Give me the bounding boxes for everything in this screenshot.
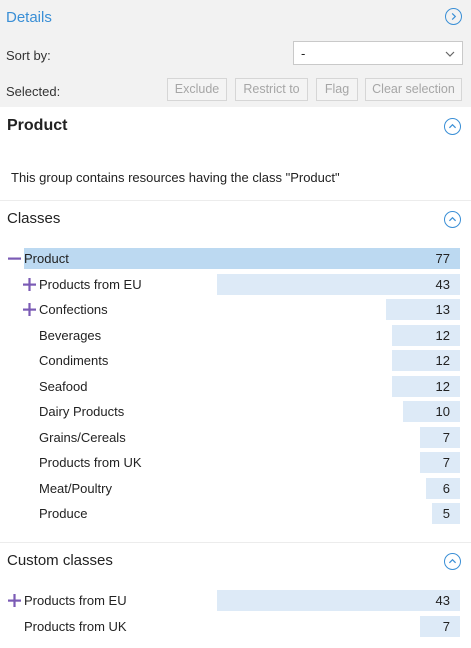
chevron-down-icon <box>445 51 455 57</box>
restrict-to-button[interactable]: Restrict to <box>235 78 308 101</box>
class-count: 6 <box>442 480 450 496</box>
flag-button[interactable]: Flag <box>316 78 358 101</box>
class-count: 5 <box>442 506 450 521</box>
class-count: 13 <box>435 302 450 317</box>
class-row[interactable]: Products from EU 43 <box>0 590 471 612</box>
collapse-product-icon[interactable] <box>444 118 461 135</box>
expand-plus-icon[interactable] <box>8 594 21 607</box>
class-count: 10 <box>435 404 450 419</box>
count-bar <box>392 324 460 346</box>
class-row[interactable]: Products from UK 7 <box>0 452 471 474</box>
count-bar <box>420 426 460 448</box>
class-count: 7 <box>442 619 450 634</box>
class-label: Grains/Cereals <box>39 429 126 445</box>
count-bar <box>403 401 460 422</box>
class-label: Product <box>24 251 69 266</box>
collapse-custom-classes-icon[interactable] <box>444 553 461 570</box>
class-row[interactable]: Confections 13 <box>0 299 471 321</box>
class-row[interactable]: Product 77 <box>0 248 471 270</box>
product-description: This group contains resources having the… <box>11 170 340 185</box>
class-label: Beverages <box>39 327 102 343</box>
class-label: Dairy Products <box>39 404 125 419</box>
class-row[interactable]: Products from UK 7 <box>0 616 471 638</box>
count-bar <box>386 299 460 320</box>
class-count: 7 <box>442 455 450 470</box>
classes-section-title: Classes <box>7 210 61 227</box>
class-label: Products from EU <box>39 276 142 292</box>
class-row[interactable]: Produce 5 <box>0 503 471 525</box>
count-bar <box>392 350 460 371</box>
details-title: Details <box>6 9 52 26</box>
selected-label: Selected: <box>6 84 61 99</box>
exclude-button[interactable]: Exclude <box>167 78 227 101</box>
count-bar <box>217 590 460 611</box>
sort-by-value: - <box>301 46 306 61</box>
section-divider <box>0 542 471 543</box>
class-label: Produce <box>39 506 88 521</box>
product-section-title: Product <box>7 117 68 134</box>
expand-plus-icon[interactable] <box>23 303 36 316</box>
details-header: Details Sort by: - Selected: Exclude Res… <box>0 0 471 107</box>
clear-selection-button[interactable]: Clear selection <box>365 78 462 101</box>
class-row[interactable]: Seafood 12 <box>0 375 471 398</box>
count-bar <box>420 616 460 637</box>
class-label: Confections <box>39 302 108 317</box>
class-label: Condiments <box>39 353 109 368</box>
class-row[interactable]: Dairy Products 10 <box>0 401 471 423</box>
sort-by-label: Sort by: <box>6 48 51 63</box>
class-label: Seafood <box>39 378 88 394</box>
class-count: 43 <box>435 276 450 292</box>
class-count: 12 <box>435 353 450 368</box>
sort-by-select[interactable]: - <box>293 41 463 65</box>
section-divider <box>0 200 471 201</box>
class-row[interactable]: Beverages 12 <box>0 324 471 347</box>
class-count: 7 <box>442 429 450 445</box>
class-row[interactable]: Condiments 12 <box>0 350 471 372</box>
count-bar <box>217 273 460 295</box>
collapse-minus-icon[interactable] <box>8 252 21 265</box>
count-bar <box>420 452 460 473</box>
class-row[interactable]: Meat/Poultry 6 <box>0 477 471 500</box>
count-bar <box>24 248 460 269</box>
chevron-right-icon[interactable] <box>445 8 462 25</box>
class-count: 77 <box>435 251 450 266</box>
class-label: Products from EU <box>24 593 127 608</box>
class-row[interactable]: Products from EU 43 <box>0 273 471 296</box>
count-bar <box>392 375 460 397</box>
count-bar <box>432 503 460 524</box>
count-bar <box>426 477 460 499</box>
class-label: Meat/Poultry <box>39 480 112 496</box>
class-label: Products from UK <box>24 619 127 634</box>
custom-classes-section-title: Custom classes <box>7 552 113 569</box>
expand-plus-icon[interactable] <box>23 277 36 291</box>
collapse-classes-icon[interactable] <box>444 211 461 228</box>
class-row[interactable]: Grains/Cereals 7 <box>0 426 471 449</box>
class-count: 12 <box>435 378 450 394</box>
class-count: 12 <box>435 327 450 343</box>
class-label: Products from UK <box>39 455 142 470</box>
class-count: 43 <box>435 593 450 608</box>
